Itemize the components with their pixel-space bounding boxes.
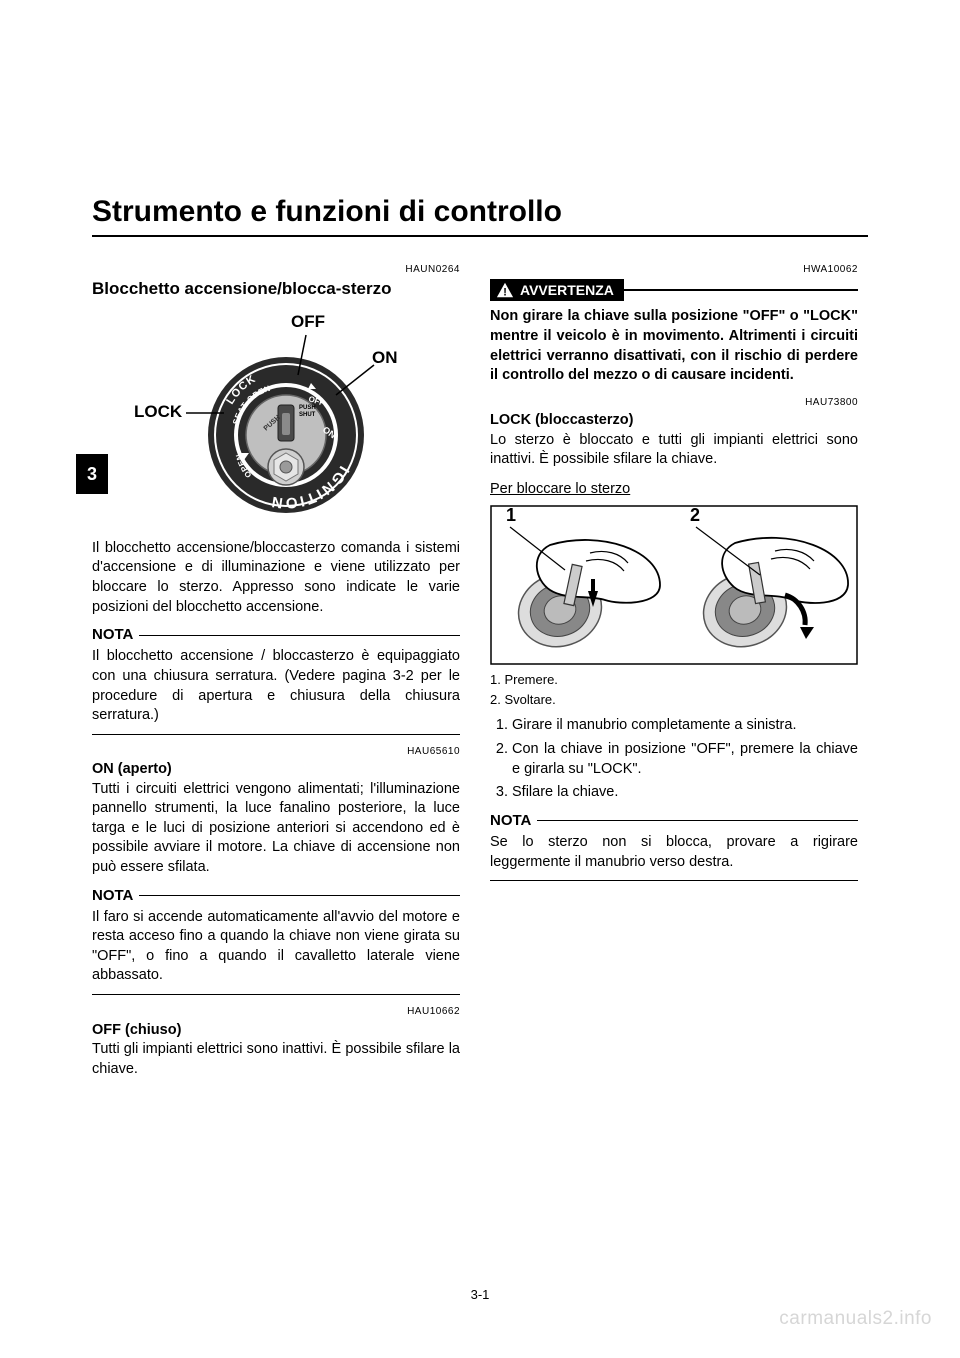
figure-legend-item: 2. Svoltare. [490, 691, 858, 709]
nota-label: NOTA [92, 886, 133, 906]
lock-steering-svg [490, 505, 858, 665]
figure-legend: 1. Premere. 2. Svoltare. [490, 671, 858, 708]
nota-rule [537, 820, 858, 821]
nota-heading: NOTA [92, 886, 460, 906]
reference-code: HWA10062 [490, 263, 858, 277]
manual-page: Strumento e funzioni di controllo 3 HAUN… [0, 0, 960, 1358]
warning-text: Non girare la chiave sulla posizione "OF… [490, 307, 858, 385]
svg-text:SHUT: SHUT [299, 412, 316, 418]
nota-label: NOTA [490, 811, 531, 831]
warning-icon: ! [496, 281, 514, 299]
ignition-switch-figure: IGNITION LOCK SEAT OPEN OPEN ON OFF [136, 305, 416, 525]
body-text: Il faro si accende automaticamente all'a… [92, 908, 460, 986]
ignition-on-label: ON [372, 347, 398, 370]
nota-heading: NOTA [92, 625, 460, 645]
svg-text:PUSH: PUSH [299, 405, 316, 411]
nota-label: NOTA [92, 625, 133, 645]
page-number: 3-1 [0, 1287, 960, 1302]
section-tab: 3 [76, 454, 108, 494]
warning-badge-row: ! AVVERTENZA [490, 279, 858, 302]
reference-code: HAU10662 [92, 1005, 460, 1019]
body-text: Tutti i circuiti elettrici vengono alime… [92, 780, 460, 878]
body-text: Il blocchetto accensione/bloccasterzo co… [92, 539, 460, 617]
procedure-list: Girare il manubrio completamente a sinis… [490, 716, 858, 802]
list-item: Sfilare la chiave. [512, 783, 858, 803]
list-item: Con la chiave in posizione "OFF", premer… [512, 740, 858, 779]
lock-steering-figure: 1 2 [490, 505, 858, 665]
ignition-lock-label: LOCK [134, 401, 182, 424]
left-column: HAUN0264 Blocchetto accensione/blocca-st… [92, 257, 460, 1085]
body-text: Tutti gli impianti elettrici sono inatti… [92, 1040, 460, 1079]
reference-code: HAU73800 [490, 396, 858, 410]
subheading: OFF (chiuso) [92, 1021, 460, 1041]
reference-code: HAUN0264 [92, 263, 460, 277]
figure-caption: Per bloccare lo sterzo [490, 480, 858, 500]
content-columns: HAUN0264 Blocchetto accensione/blocca-st… [92, 257, 868, 1085]
figure-callout-1: 1 [506, 503, 516, 527]
body-text: Il blocchetto accensione / bloccasterzo … [92, 647, 460, 725]
reference-code: HAU65610 [92, 745, 460, 759]
separator-rule [92, 734, 460, 735]
ignition-off-label: OFF [291, 311, 325, 334]
figure-legend-item: 1. Premere. [490, 671, 858, 689]
nota-rule [139, 635, 460, 636]
nota-rule [139, 895, 460, 896]
right-column: HWA10062 ! AVVERTENZA Non girare la chia… [490, 257, 858, 1085]
separator-rule [92, 994, 460, 995]
svg-text:!: ! [503, 286, 507, 298]
subheading: ON (aperto) [92, 760, 460, 780]
section-heading: Blocchetto accensione/blocca-sterzo [92, 279, 460, 299]
warning-badge: ! AVVERTENZA [490, 279, 624, 302]
body-text: Lo sterzo è bloccato e tutti gli impiant… [490, 431, 858, 470]
title-rule [92, 235, 868, 237]
body-text: Se lo sterzo non si blocca, provare a ri… [490, 833, 858, 872]
figure-callout-2: 2 [690, 503, 700, 527]
warning-rule [624, 289, 858, 291]
list-item: Girare il manubrio completamente a sinis… [512, 716, 858, 736]
warning-label: AVVERTENZA [520, 281, 614, 300]
nota-heading: NOTA [490, 811, 858, 831]
separator-rule [490, 880, 858, 881]
watermark: carmanuals2.info [779, 1308, 932, 1330]
subheading: LOCK (bloccasterzo) [490, 411, 858, 431]
chapter-title: Strumento e funzioni di controllo [92, 195, 868, 229]
